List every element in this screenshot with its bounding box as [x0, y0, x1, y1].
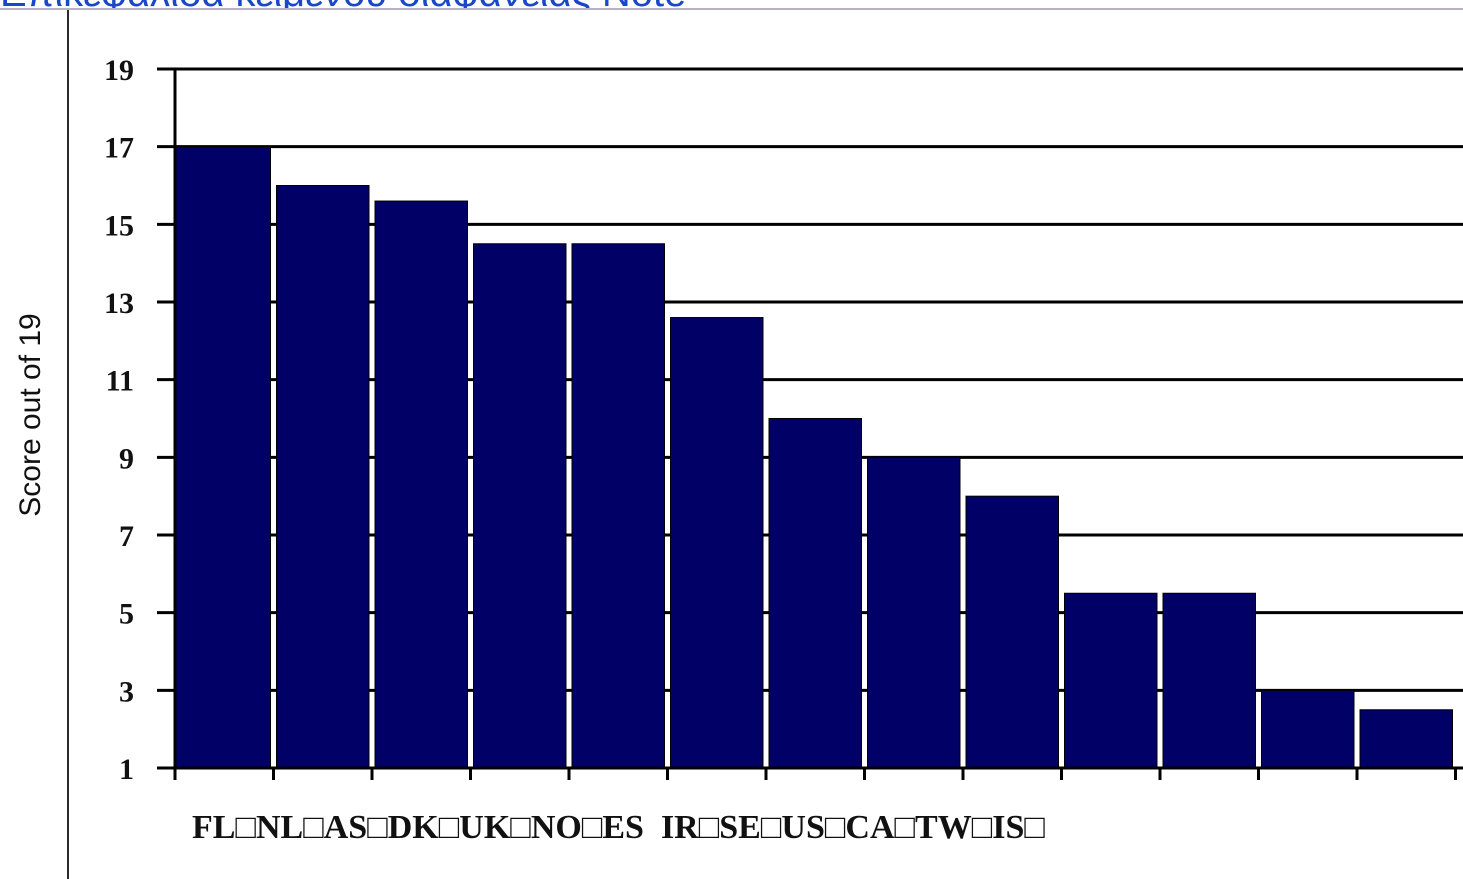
- bar-dk: [473, 243, 567, 769]
- y-axis-label: Score out of 19: [14, 313, 47, 516]
- y-tick-label: 15: [104, 209, 134, 242]
- y-tick-label: 11: [106, 365, 134, 398]
- bar-no: [670, 317, 764, 769]
- y-tick-label: 1: [119, 753, 134, 786]
- bar-nl: [276, 185, 370, 769]
- slide-caption: Επικεφαλίδα κειμένου διαφάνειας Note: [0, 0, 1463, 8]
- y-tick-label: 7: [119, 520, 134, 553]
- bar-is: [1359, 709, 1453, 769]
- bars: [174, 146, 1453, 769]
- x-tick-labels: FL□NL□AS□DK□UK□NO□ES IR□SE□US□CA□TW□IS□: [192, 809, 1045, 846]
- y-tick-label: 19: [104, 54, 134, 87]
- bar-fl: [174, 146, 271, 769]
- bar-uk: [571, 243, 665, 769]
- y-tick-label: 3: [119, 675, 134, 708]
- bar-es: [768, 418, 862, 769]
- y-tick-label: 9: [119, 442, 134, 475]
- bar-us: [1064, 592, 1158, 769]
- bar-ca: [1162, 592, 1256, 769]
- bar-ir: [867, 456, 961, 769]
- y-tick-label: 17: [104, 132, 134, 165]
- bar-tw: [1261, 689, 1355, 769]
- top-divider: [0, 8, 1463, 10]
- bar-se: [965, 495, 1059, 769]
- y-tick-label: 5: [119, 598, 134, 631]
- left-divider: [67, 10, 69, 879]
- axes: [157, 69, 1463, 780]
- y-tick-label: 13: [104, 287, 134, 320]
- bar-as: [374, 200, 468, 769]
